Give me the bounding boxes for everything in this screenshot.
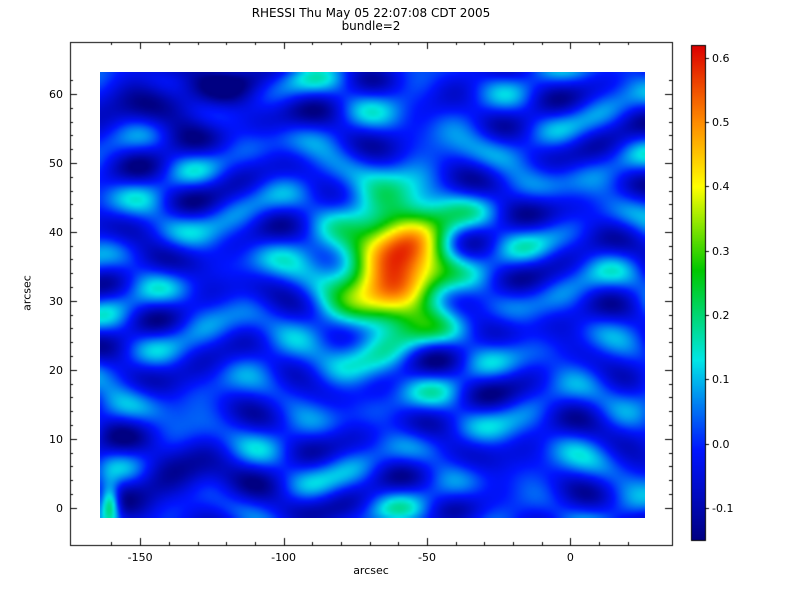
colorbar-tick-label: 0.1 [712, 373, 730, 387]
x-tick-label: -150 [127, 551, 153, 564]
y-tick-label: 0 [56, 501, 63, 515]
x-axis-label: arcsec [353, 564, 389, 577]
y-axis-label: arcsec [20, 275, 34, 311]
colorbar-tick-label: 0.2 [712, 309, 730, 322]
x-tick-label: -50 [418, 551, 436, 564]
x-tick-label: -100 [271, 551, 297, 564]
colorbar-tick-label: 0.5 [712, 116, 730, 130]
colorbar-tick-label: 0.3 [712, 244, 730, 258]
y-tick-label: 40 [49, 225, 63, 239]
y-tick-label: 10 [49, 432, 63, 446]
y-tick-label: 60 [49, 88, 63, 102]
y-tick-label: 50 [49, 156, 63, 170]
colorbar-tick-label: -0.1 [712, 501, 734, 515]
colorbar-tick-label: 0.0 [712, 437, 730, 451]
y-tick-label: 30 [49, 294, 63, 308]
y-tick-label: 20 [49, 363, 63, 377]
colorbar-tick-label: 0.6 [712, 51, 730, 65]
colorbar-tick-label: 0.4 [712, 180, 730, 194]
x-tick-label: 0 [566, 551, 574, 564]
